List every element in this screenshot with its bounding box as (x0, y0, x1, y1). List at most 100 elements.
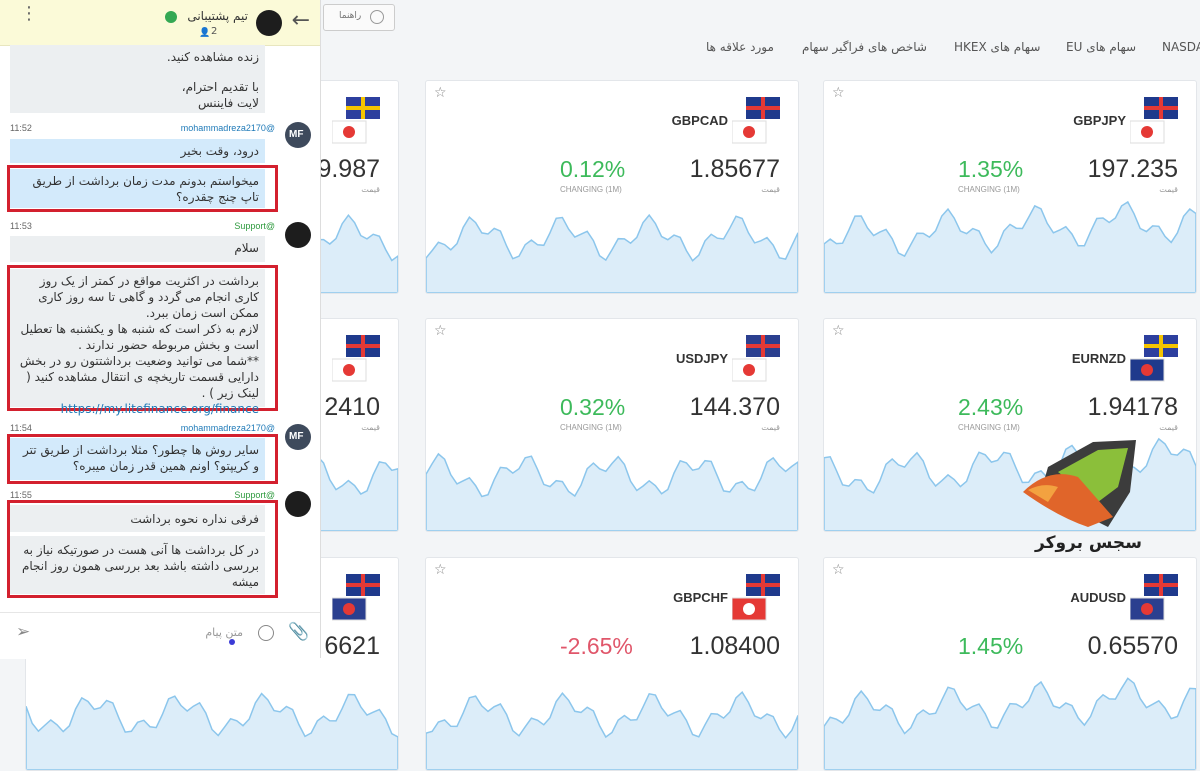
flag-emblem (343, 364, 355, 376)
message-line: برداشت در اکثریت مواقع در کمتر از یک روز… (38, 274, 259, 320)
symbol: GBPCHF (673, 590, 728, 605)
message-sender: @Support (234, 490, 275, 500)
sparkline (426, 452, 798, 531)
price-label: قیمت (361, 185, 380, 194)
message-bubble: فرقی نداره نحوه برداشت (10, 505, 265, 532)
sparkline-area (426, 213, 798, 293)
market-card[interactable]: ☆ EURNZD 1.94178 قیمت 2.43% CHANGING (1M) (823, 318, 1197, 532)
highlight-box (7, 500, 278, 598)
sparkline (26, 692, 398, 770)
message-time: 11:55 (10, 490, 32, 500)
typing-dot (229, 639, 235, 645)
flags (332, 574, 380, 621)
star-icon[interactable]: ☆ (434, 323, 447, 339)
price: 9.987 (317, 155, 380, 183)
change: 0.12% (560, 156, 626, 182)
change: -2.65% (560, 633, 633, 659)
flag-cross (346, 335, 380, 357)
star-icon[interactable]: ☆ (832, 85, 845, 101)
avatar-initials: MF (289, 431, 304, 442)
header-avatar (256, 10, 282, 36)
message-bubble: سایر روش ها چطور؟ مثلا برداشت از طریق تت… (10, 438, 265, 480)
chat-header: ← تیم پشتیبانی 👤 2 ⋮ (0, 0, 320, 46)
sparkline-area (26, 692, 398, 770)
market-card[interactable]: ☆ AUDUSD 0.65570 1.45% (823, 557, 1197, 771)
tab[interactable]: شاخص های فراگیر سهام (802, 40, 927, 54)
star-icon[interactable]: ☆ (434, 85, 447, 101)
sparkline-area (824, 677, 1196, 770)
change-label: CHANGING (1M) (958, 185, 1020, 194)
tab[interactable]: مورد علاقه ها (706, 40, 774, 54)
highlight-box (7, 434, 278, 484)
flags (1130, 574, 1178, 621)
symbol: EURNZD (1071, 351, 1126, 366)
flag-emblem (743, 126, 755, 138)
message-line: لازم به ذکر است که شنبه ها و یکشنبه ها ت… (20, 322, 259, 352)
message-time: 11:53 (10, 221, 32, 231)
watermark-logo (1023, 440, 1136, 527)
market-card[interactable]: ☆ GBPJPY 197.235 قیمت 1.35% CHANGING (1M) (823, 80, 1197, 294)
change: 0.32% (560, 394, 626, 420)
chat-title: تیم پشتیبانی (187, 9, 248, 23)
market-card[interactable]: ☆ GBPCHF 1.08400 -2.65% (425, 557, 799, 771)
message-line: لایت فایننس (197, 96, 259, 110)
avatar (285, 222, 311, 248)
message-time: 11:54 (10, 423, 32, 433)
flag-emblem (343, 603, 355, 615)
message-sender: @mohammadreza2170 (180, 423, 275, 433)
help-button[interactable]: راهنما (323, 4, 395, 31)
flag-cross (346, 97, 380, 119)
price: 144.370 (689, 393, 780, 421)
flags (1130, 97, 1178, 144)
star-icon[interactable]: ☆ (832, 562, 845, 578)
message-sender: @Support (234, 221, 275, 231)
flag-emblem (743, 364, 755, 376)
message-sender: @mohammadreza2170 (180, 123, 275, 133)
send-icon[interactable]: ➢ (16, 622, 31, 642)
help-label: راهنما (339, 11, 362, 21)
flag-emblem (1141, 364, 1153, 376)
sparkline-area (426, 691, 798, 770)
flag-cross (346, 574, 380, 596)
symbol: GBPCAD (671, 113, 728, 128)
price: 2410 (324, 393, 380, 421)
message-link[interactable]: https://my.litefinance.org/finance (60, 402, 259, 416)
avatar-initials: MF (289, 129, 304, 140)
verified-icon (165, 11, 177, 23)
sparkline (426, 213, 798, 293)
flag-cross (1144, 97, 1178, 119)
play-icon (370, 10, 384, 24)
watermark-text: سجس بروکر (1035, 533, 1142, 553)
sparkline (824, 200, 1196, 293)
symbol: USDJPY (675, 351, 728, 366)
flags (332, 335, 380, 382)
menu-icon[interactable]: ⋮ (20, 3, 38, 24)
flags (732, 97, 780, 144)
change-label: CHANGING (1M) (560, 423, 622, 432)
star-icon[interactable]: ☆ (832, 323, 845, 339)
market-card[interactable]: ☆ GBPCAD 1.85677 قیمت 0.12% CHANGING (1M) (425, 80, 799, 294)
message-input[interactable]: متن پیام (205, 626, 243, 639)
symbol: AUDUSD (1070, 590, 1126, 605)
tab[interactable]: NASDA (1162, 40, 1200, 54)
sparkline (426, 691, 798, 770)
attach-icon[interactable]: 📎 (288, 622, 310, 642)
price: 197.235 (1087, 155, 1178, 183)
sparkline-area (426, 452, 798, 531)
flag-cross (746, 335, 780, 357)
emoji-icon[interactable] (258, 625, 274, 641)
flag-cross (746, 97, 780, 119)
market-card[interactable]: ☆ USDJPY 144.370 قیمت 0.32% CHANGING (1M) (425, 318, 799, 532)
price: 6621 (324, 632, 380, 660)
back-arrow[interactable]: ← (291, 8, 310, 33)
flag-emblem (1141, 603, 1153, 615)
price: 1.94178 (1087, 393, 1178, 421)
tab[interactable]: سهام های EU (1066, 40, 1137, 54)
tab[interactable]: سهام های HKEX (954, 40, 1041, 54)
message-line: زنده مشاهده کنید. (166, 50, 259, 64)
member-count: 2 (211, 26, 218, 37)
sparkline (824, 677, 1196, 770)
star-icon[interactable]: ☆ (434, 562, 447, 578)
price-label: قیمت (761, 185, 780, 194)
message-bubble: سلام (10, 236, 265, 262)
